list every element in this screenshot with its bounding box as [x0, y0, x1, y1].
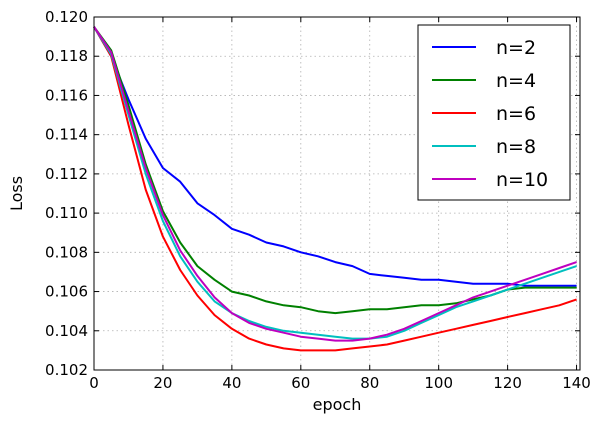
y-tick-label: 0.112 — [45, 165, 88, 183]
axis-ticks: 0 20 40 60 80 100 120 140 0.102 0.104 0.106 0.108 0.… — [45, 8, 591, 392]
y-tick-label: 0.110 — [45, 204, 88, 222]
x-tick-label: 60 — [291, 374, 310, 392]
y-tick-label: 0.108 — [45, 243, 88, 261]
y-tick-label: 0.118 — [45, 47, 88, 65]
legend-label: n=6 — [496, 103, 536, 125]
y-axis-title: Loss — [7, 176, 26, 211]
y-tick-label: 0.114 — [45, 126, 88, 144]
legend-label: n=4 — [496, 70, 536, 92]
x-tick-label: 100 — [424, 374, 453, 392]
x-tick-label: 20 — [153, 374, 172, 392]
legend-label: n=2 — [496, 37, 536, 59]
legend: n=2 n=4 n=6 n=8 n=10 — [417, 24, 571, 201]
x-tick-label: 140 — [562, 374, 591, 392]
y-tick-label: 0.106 — [45, 283, 88, 301]
y-tick-label: 0.102 — [45, 361, 88, 379]
series-lines — [93, 26, 577, 352]
legend-label: n=8 — [496, 136, 536, 158]
legend-label: n=10 — [496, 169, 548, 191]
series-line-n-10 — [93, 26, 577, 342]
series-line-n-6 — [93, 26, 577, 352]
x-tick-label: 80 — [360, 374, 379, 392]
x-tick-label: 0 — [89, 374, 99, 392]
plot-frame — [93, 16, 581, 371]
y-tick-label: 0.104 — [45, 322, 88, 340]
y-tick-label: 0.120 — [45, 8, 88, 26]
x-tick-label: 120 — [493, 374, 522, 392]
series-line-n-2 — [93, 26, 577, 287]
x-axis-title: epoch — [313, 395, 362, 414]
x-tick-label: 40 — [222, 374, 241, 392]
y-tick-label: 0.116 — [45, 86, 88, 104]
series-line-n-8 — [93, 26, 577, 340]
